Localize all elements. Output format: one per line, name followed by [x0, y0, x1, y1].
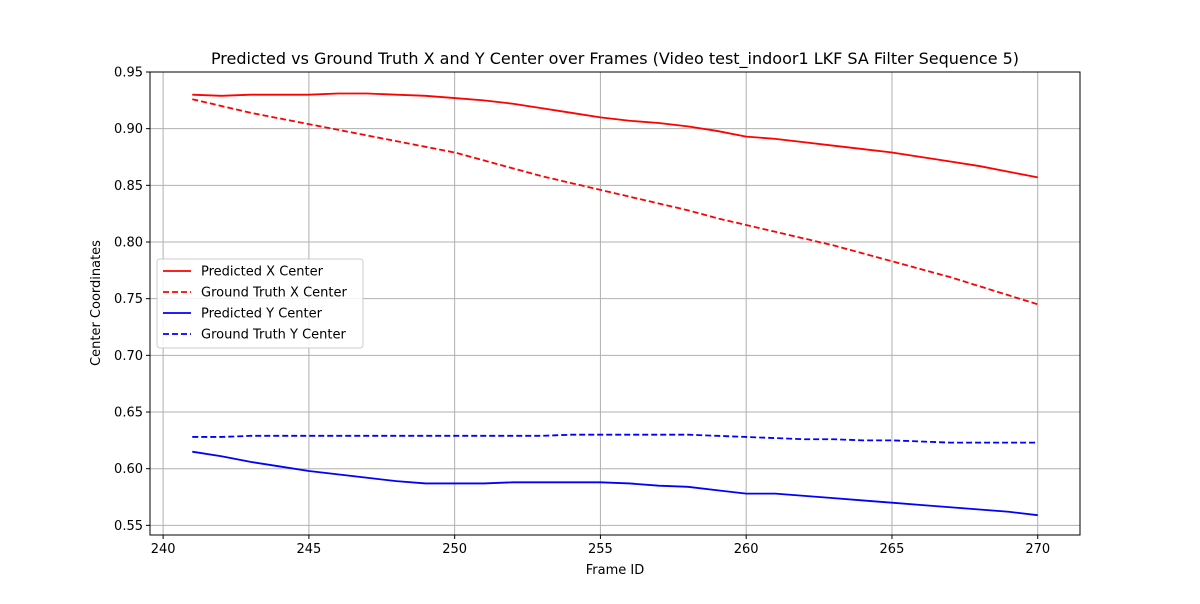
- legend-label: Ground Truth Y Center: [201, 328, 347, 343]
- x-tick-label: 260: [734, 542, 759, 557]
- legend-label: Ground Truth X Center: [201, 286, 347, 301]
- chart-title: Predicted vs Ground Truth X and Y Center…: [211, 49, 1019, 69]
- y-tick-label: 0.70: [114, 349, 143, 364]
- legend-label: Predicted X Center: [201, 265, 324, 280]
- y-tick-label: 0.85: [114, 179, 143, 194]
- y-tick-label: 0.55: [114, 519, 143, 534]
- chart-legend: Predicted X Center Ground Truth X Center P…: [157, 259, 363, 348]
- x-tick-label: 255: [588, 542, 613, 557]
- x-tick-label: 270: [1025, 542, 1050, 557]
- x-tick-label: 265: [880, 542, 905, 557]
- y-tick-label: 0.75: [114, 292, 143, 307]
- x-tick-label: 250: [442, 542, 467, 557]
- y-tick-label: 0.65: [114, 406, 143, 421]
- x-tick-label: 245: [296, 542, 321, 557]
- y-tick-label: 0.90: [114, 122, 143, 137]
- x-axis-label: Frame ID: [586, 563, 644, 578]
- y-axis-label: Center Coordinates: [89, 240, 104, 366]
- x-tick-label: 240: [151, 542, 176, 557]
- y-tick-label: 0.80: [114, 236, 143, 251]
- legend-label: Predicted Y Center: [201, 307, 323, 322]
- y-tick-label: 0.60: [114, 462, 143, 477]
- y-tick-label: 0.95: [114, 66, 143, 81]
